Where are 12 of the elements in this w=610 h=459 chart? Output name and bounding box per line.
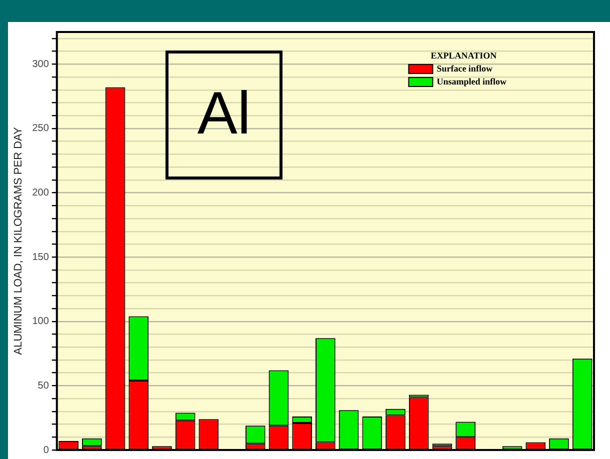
y-tick-label: 0 — [43, 444, 50, 456]
y-tick-label: 150 — [32, 252, 50, 263]
y-tick-label: 100 — [32, 316, 50, 328]
annotation: Al — [197, 80, 251, 147]
y-tick-label: 250 — [32, 123, 50, 134]
y-axis-title: ALUMINUM LOAD, IN KILOGRAMS PER DAY — [12, 126, 25, 355]
legend-label: Surface inflow — [436, 63, 493, 74]
legend-title: EXPLANATION — [430, 50, 498, 60]
y-tick-label: 300 — [32, 58, 50, 70]
legend-label: Unsampled inflow — [436, 76, 507, 86]
y-tick-label: 50 — [38, 380, 50, 392]
y-tick-label: 200 — [32, 188, 50, 199]
